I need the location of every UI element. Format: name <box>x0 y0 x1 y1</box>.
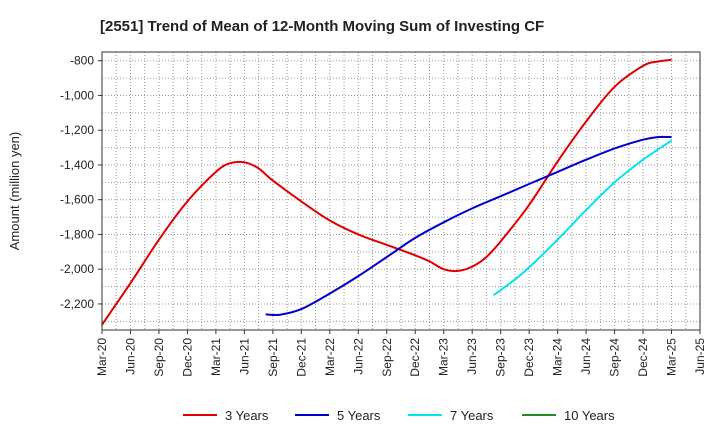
x-tick-label: Dec-24 <box>636 338 650 377</box>
x-tick-label: Dec-21 <box>294 338 308 377</box>
y-tick-label: -1,400 <box>60 158 94 172</box>
plot-frame <box>101 51 701 331</box>
x-tick-label: Mar-23 <box>437 338 451 376</box>
y-tick-label: -1,800 <box>60 227 94 241</box>
y-axis-label: Amount (million yen) <box>7 132 22 251</box>
x-tick-label: Sep-21 <box>266 338 280 377</box>
legend-label-7-years: 7 Years <box>450 408 494 423</box>
legend-label-3-years: 3 Years <box>225 408 269 423</box>
x-tick-label: Mar-24 <box>551 338 565 376</box>
y-tick-label: -2,000 <box>60 262 94 276</box>
y-tick-label: -1,000 <box>60 88 94 102</box>
x-tick-label: Sep-23 <box>494 338 508 377</box>
x-tick-label: Jun-24 <box>579 338 593 375</box>
x-tick-label: Jun-21 <box>237 338 251 375</box>
x-axis: Mar-20 Jun-20 Sep-20 Dec-20 Mar-21 Jun-21 Sep-… <box>95 330 707 377</box>
x-tick-label: Mar-22 <box>323 338 337 376</box>
series-line-3-years <box>101 58 672 326</box>
y-tick-label: -2,200 <box>60 297 94 311</box>
x-tick-label: Mar-20 <box>95 338 109 376</box>
x-tick-label: Sep-20 <box>152 338 166 377</box>
x-tick-label: Jun-25 <box>693 338 707 375</box>
series-line-5-years <box>265 135 672 317</box>
x-tick-label: Jun-23 <box>465 338 479 375</box>
y-tick-label: -1,600 <box>60 193 94 207</box>
x-tick-label: Jun-20 <box>123 338 137 375</box>
legend-label-5-years: 5 Years <box>337 408 381 423</box>
x-tick-label: Jun-22 <box>351 338 365 375</box>
series-line-7-years <box>492 139 673 297</box>
x-tick-label: Dec-20 <box>180 338 194 377</box>
y-axis: -800 -1,000 -1,200 -1,400 -1,600 -1,800 -2,000… <box>60 54 102 311</box>
x-tick-label: Dec-22 <box>408 338 422 377</box>
legend: 3 Years 5 Years 7 Years 10 Years <box>183 408 615 423</box>
y-tick-label: -1,200 <box>60 123 94 137</box>
legend-label-10-years: 10 Years <box>564 408 615 423</box>
chart-title: [2551] Trend of Mean of 12-Month Moving … <box>100 18 544 35</box>
x-tick-label: Dec-23 <box>522 338 536 377</box>
x-tick-label: Sep-24 <box>608 338 622 377</box>
x-tick-label: Mar-21 <box>209 338 223 376</box>
x-tick-label: Mar-25 <box>665 338 679 376</box>
y-tick-label: -800 <box>70 54 94 68</box>
x-tick-label: Sep-22 <box>380 338 394 377</box>
series-lines <box>101 58 673 326</box>
